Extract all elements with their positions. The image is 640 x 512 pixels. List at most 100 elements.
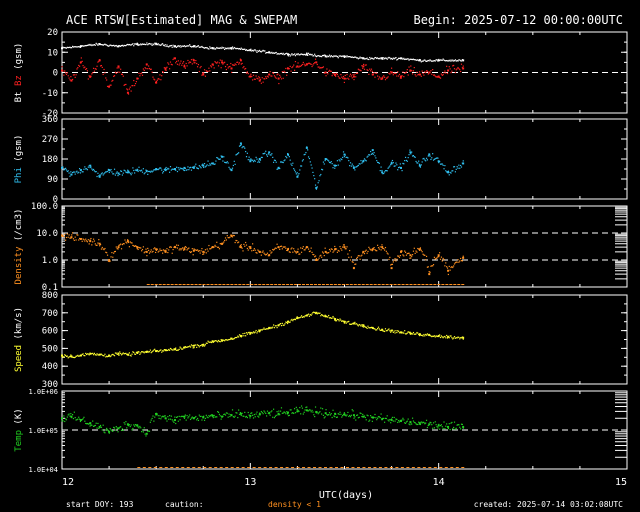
scatter-point (126, 88, 128, 90)
scatter-point (356, 57, 358, 59)
scatter-point (362, 325, 364, 328)
scatter-point (87, 423, 89, 425)
scatter-point (358, 255, 360, 257)
scatter-point (203, 253, 205, 255)
scatter-point (365, 64, 367, 66)
scatter-point (69, 415, 71, 417)
scatter-point (328, 55, 330, 58)
scatter-point (286, 249, 288, 252)
data-point (400, 75, 402, 78)
scatter-point (290, 70, 292, 72)
scatter-point (232, 64, 234, 66)
scatter-point (364, 326, 366, 328)
low-density-mark (175, 467, 179, 468)
scatter-point (216, 62, 218, 64)
scatter-point (328, 54, 331, 56)
scatter-point (456, 59, 458, 62)
scatter-point (189, 251, 192, 254)
scatter-point (418, 71, 421, 73)
scatter-point (113, 44, 115, 46)
scatter-point (106, 85, 109, 88)
scatter-point (211, 414, 214, 416)
scatter-point (364, 58, 366, 60)
scatter-point (444, 59, 446, 62)
scatter-point (395, 330, 397, 332)
scatter-point (274, 76, 276, 78)
scatter-point (404, 58, 406, 61)
low-density-mark (202, 284, 206, 285)
low-density-mark (226, 284, 230, 285)
data-point (136, 424, 139, 427)
scatter-point (145, 435, 147, 437)
scatter-point (282, 324, 284, 326)
scatter-point (141, 74, 144, 76)
scatter-point (207, 250, 209, 252)
scatter-point (206, 342, 208, 344)
created-timestamp: created: 2025-07-14 03:02:08UTC (474, 500, 623, 509)
scatter-point (329, 250, 332, 252)
data-point (418, 59, 421, 62)
scatter-point (453, 166, 455, 168)
scatter-point (209, 415, 211, 418)
scatter-point (342, 77, 344, 79)
scatter-point (405, 71, 408, 73)
y-tick-label: 1.0E+05 (28, 427, 58, 435)
scatter-point (434, 336, 436, 338)
scatter-point (247, 49, 249, 52)
scatter-point (369, 154, 371, 156)
scatter-point (84, 166, 86, 168)
scatter-point (148, 65, 150, 67)
scatter-point (345, 78, 347, 80)
scatter-point (350, 414, 352, 416)
scatter-point (98, 239, 100, 241)
scatter-point (235, 336, 237, 339)
scatter-point (188, 346, 190, 348)
scatter-point (333, 73, 335, 75)
y-tick-label: 270 (42, 135, 58, 145)
scatter-point (122, 352, 124, 354)
scatter-point (167, 167, 169, 169)
scatter-point (398, 73, 401, 76)
scatter-point (76, 68, 78, 70)
scatter-point (444, 70, 446, 72)
scatter-point (68, 413, 70, 415)
scatter-point (73, 356, 75, 359)
scatter-point (439, 59, 442, 61)
scatter-point (299, 253, 301, 255)
scatter-point (252, 79, 254, 81)
scatter-point (286, 411, 288, 413)
scatter-point (254, 160, 256, 162)
scatter-point (298, 317, 300, 319)
scatter-point (140, 427, 142, 429)
data-point (89, 75, 92, 78)
scatter-point (236, 47, 238, 50)
scatter-point (405, 159, 408, 162)
scatter-point (148, 351, 151, 353)
scatter-point (133, 351, 135, 354)
scatter-point (380, 58, 382, 60)
scatter-point (293, 168, 295, 170)
y-tick-label: 400 (42, 362, 58, 372)
scatter-point (93, 425, 96, 427)
scatter-point (193, 62, 195, 64)
low-density-mark (153, 467, 157, 468)
scatter-point (254, 249, 256, 251)
scatter-point (283, 54, 285, 56)
scatter-point (125, 241, 127, 243)
scatter-point (293, 169, 296, 171)
scatter-point (365, 249, 367, 251)
low-density-mark (334, 467, 338, 468)
scatter-point (362, 252, 364, 254)
scatter-point (307, 54, 309, 56)
scatter-point (414, 333, 416, 335)
low-density-mark (449, 284, 453, 285)
scatter-point (313, 254, 315, 256)
scatter-point (315, 258, 318, 260)
scatter-point (397, 71, 399, 73)
scatter-point (366, 156, 368, 158)
scatter-point (250, 247, 252, 250)
scatter-point (410, 153, 412, 155)
scatter-point (129, 86, 131, 88)
scatter-point (219, 59, 221, 61)
scatter-point (404, 251, 407, 253)
